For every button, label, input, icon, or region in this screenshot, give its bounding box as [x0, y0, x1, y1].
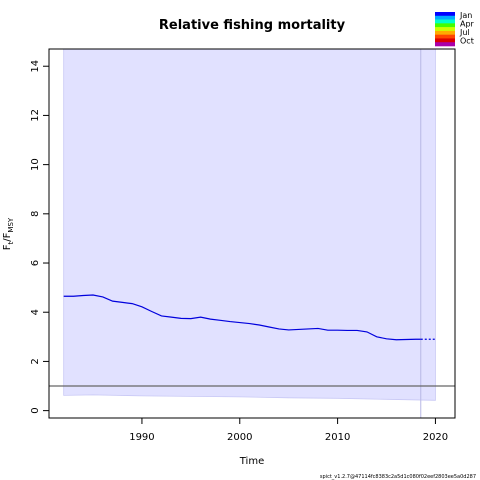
- confidence-band: [63, 48, 436, 401]
- y-axis: 0 2 4 6 8 10 12 14: [30, 60, 49, 414]
- legend-color-8: [435, 42, 455, 47]
- legend-label-jul: Jul: [459, 28, 470, 37]
- legend-color-7: [435, 38, 455, 43]
- legend-color-4: [435, 27, 455, 32]
- x-axis: 1990 2000 2010 2020: [129, 418, 448, 443]
- x-tick-label-2000: 2000: [227, 432, 252, 443]
- y-tick-label-14: 14: [30, 60, 41, 73]
- legend-label-apr: Apr: [460, 20, 475, 29]
- y-tick-label-4: 4: [30, 309, 41, 315]
- y-tick-label-2: 2: [30, 358, 41, 364]
- y-axis-label-sub2: MSY: [7, 217, 15, 232]
- legend-color-5: [435, 30, 455, 35]
- legend-label-jan: Jan: [459, 11, 472, 20]
- y-axis-label-base: F: [2, 244, 13, 250]
- legend-color-3: [435, 23, 455, 28]
- x-tick-label-2010: 2010: [325, 432, 350, 443]
- chart-title: Relative fishing mortality: [159, 18, 346, 33]
- legend-color-2: [435, 19, 455, 24]
- y-tick-label-10: 10: [30, 158, 41, 171]
- legend-color-6: [435, 34, 455, 39]
- y-axis-label-sep: /F: [2, 232, 13, 241]
- x-tick-label-1990: 1990: [129, 432, 154, 443]
- confidence-band-layer: [63, 48, 436, 418]
- plot-frame: [48, 48, 456, 419]
- y-axis-label: Ft/FMSY: [2, 217, 15, 250]
- series-line-0: [63, 294, 421, 341]
- series-layer: [63, 294, 436, 341]
- legend-color-1: [435, 15, 455, 20]
- y-tick-label-6: 6: [30, 260, 41, 266]
- footer-version: spict_v1.2.7@47114fc8383c2a5d1c080f02eef…: [320, 474, 476, 480]
- y-tick-label-8: 8: [30, 211, 41, 217]
- legend-label-oct: Oct: [460, 37, 474, 46]
- legend-color-0: [435, 12, 455, 17]
- y-axis-label-sub1: t: [7, 241, 15, 244]
- x-tick-label-2020: 2020: [423, 432, 448, 443]
- x-axis-label: Time: [239, 456, 264, 467]
- y-tick-label-0: 0: [30, 407, 41, 413]
- y-tick-label-12: 12: [30, 109, 41, 122]
